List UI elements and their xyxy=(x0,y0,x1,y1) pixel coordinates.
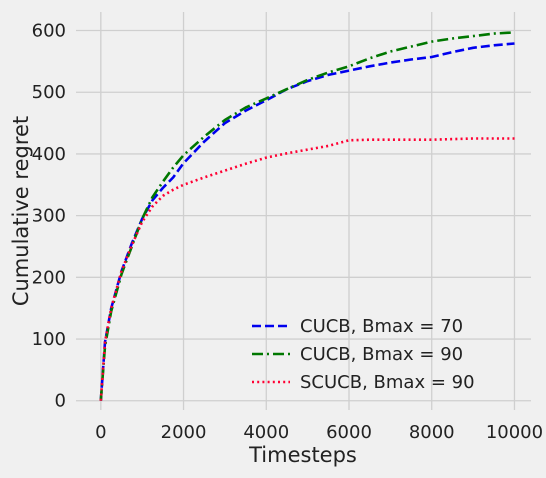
x-tick-label: 0 xyxy=(95,422,106,443)
x-tick-label: 8000 xyxy=(409,422,455,443)
y-tick-label: 200 xyxy=(32,267,66,288)
series-line-3 xyxy=(99,137,515,401)
y-tick-label: 0 xyxy=(55,391,66,412)
legend-label-2: CUCB, Bmax = 90 xyxy=(300,344,463,365)
legend-label-3: SCUCB, Bmax = 90 xyxy=(300,372,475,393)
legend: CUCB, Bmax = 70 CUCB, Bmax = 90 SCUCB, Bma… xyxy=(252,316,475,393)
grid xyxy=(76,12,531,410)
y-tick-label: 500 xyxy=(32,82,66,103)
x-tick-label: 4000 xyxy=(243,422,289,443)
x-tick-label: 6000 xyxy=(326,422,372,443)
series-layer xyxy=(99,31,515,401)
x-tick-label: 2000 xyxy=(161,422,207,443)
y-tick-label: 100 xyxy=(32,329,66,350)
legend-label-1: CUCB, Bmax = 70 xyxy=(300,316,463,337)
y-axis-label: Cumulative regret xyxy=(9,116,33,306)
plot-area xyxy=(76,12,531,410)
y-tick-label: 400 xyxy=(32,144,66,165)
x-tick-label: 10000 xyxy=(486,422,543,443)
x-axis-label: Timesteps xyxy=(248,443,357,467)
y-tick-label: 300 xyxy=(32,206,66,227)
series-line-2 xyxy=(99,31,515,401)
series-line-1 xyxy=(99,42,515,401)
y-tick-label: 600 xyxy=(32,21,66,42)
tick-layer: 0 2000 4000 6000 8000 10000 0 100 200 300 400 500 60… xyxy=(32,21,543,443)
